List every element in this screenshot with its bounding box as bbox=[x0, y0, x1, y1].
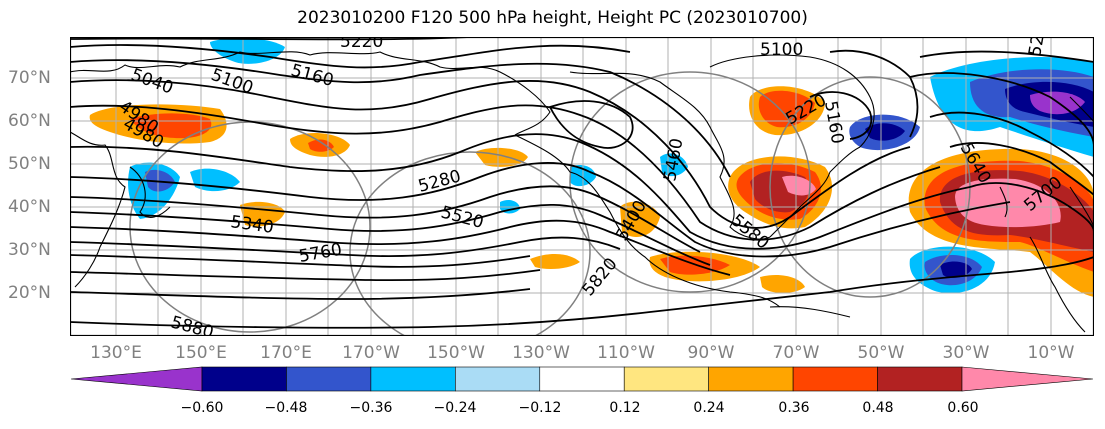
lat-label: 60°N bbox=[8, 111, 51, 131]
contour-label: 5100 bbox=[760, 40, 803, 60]
colorbar-tick-label: 0.60 bbox=[947, 400, 979, 416]
colorbar-tick-label: −0.36 bbox=[349, 400, 393, 416]
coastlines bbox=[70, 51, 1094, 333]
lon-label: 170°W bbox=[342, 343, 400, 363]
colorbar-tick-label: −0.60 bbox=[180, 400, 224, 416]
lon-label: 150°W bbox=[427, 343, 485, 363]
contour-label: 5040 bbox=[128, 65, 175, 99]
lon-label: 10°W bbox=[1027, 343, 1075, 363]
colorbar-bin bbox=[708, 366, 794, 392]
lon-label: 110°W bbox=[597, 343, 655, 363]
map-panel: 5220 5100 5160 4980 5040 5100 5160 5220 … bbox=[70, 37, 1094, 336]
colorbar-tick-label: −0.48 bbox=[264, 400, 308, 416]
lat-label: 40°N bbox=[8, 197, 51, 217]
colorbar-bin bbox=[877, 366, 963, 392]
lat-label: 50°N bbox=[8, 154, 51, 174]
colorbar-bin bbox=[370, 366, 456, 392]
colorbar bbox=[70, 366, 1094, 392]
map-frame bbox=[70, 37, 1094, 336]
colorbar-extend-low bbox=[70, 366, 203, 392]
colorbar-bin bbox=[539, 366, 625, 392]
lat-label: 20°N bbox=[8, 283, 51, 303]
lon-label: 170°E bbox=[260, 343, 312, 363]
colorbar-tick-label: −0.24 bbox=[433, 400, 477, 416]
contour-label: 5280 bbox=[1025, 37, 1052, 58]
contour-label: 5760 bbox=[297, 240, 343, 267]
map-title: 2023010200 F120 500 hPa height, Height P… bbox=[297, 8, 808, 28]
colorbar-bin bbox=[201, 366, 287, 392]
colorbar-tick-label: 0.12 bbox=[609, 400, 641, 416]
lon-label: 130°W bbox=[512, 343, 570, 363]
lat-label: 70°N bbox=[8, 68, 51, 88]
colorbar-bin bbox=[792, 366, 878, 392]
colorbar-tick-label: 0.36 bbox=[778, 400, 810, 416]
lon-label: 30°W bbox=[942, 343, 990, 363]
colorbar-tick-label: 0.48 bbox=[862, 400, 894, 416]
colorbar-tick-label: 0.24 bbox=[693, 400, 725, 416]
lon-label: 50°W bbox=[857, 343, 905, 363]
colorbar-bin bbox=[623, 366, 709, 392]
colorbar-bin bbox=[286, 366, 372, 392]
colorbar-extend-high bbox=[961, 366, 1094, 392]
contour-label: 5220 bbox=[340, 37, 383, 52]
colorbar-bin bbox=[455, 366, 541, 392]
contour-label: 5880 bbox=[169, 313, 216, 336]
lat-label: 30°N bbox=[8, 240, 51, 260]
lon-label: 150°E bbox=[175, 343, 227, 363]
colorbar-tick-label: −0.12 bbox=[518, 400, 562, 416]
height-contours bbox=[70, 37, 1094, 329]
lon-label: 90°W bbox=[687, 343, 735, 363]
lon-label: 130°E bbox=[90, 343, 142, 363]
lon-label: 70°W bbox=[772, 343, 820, 363]
